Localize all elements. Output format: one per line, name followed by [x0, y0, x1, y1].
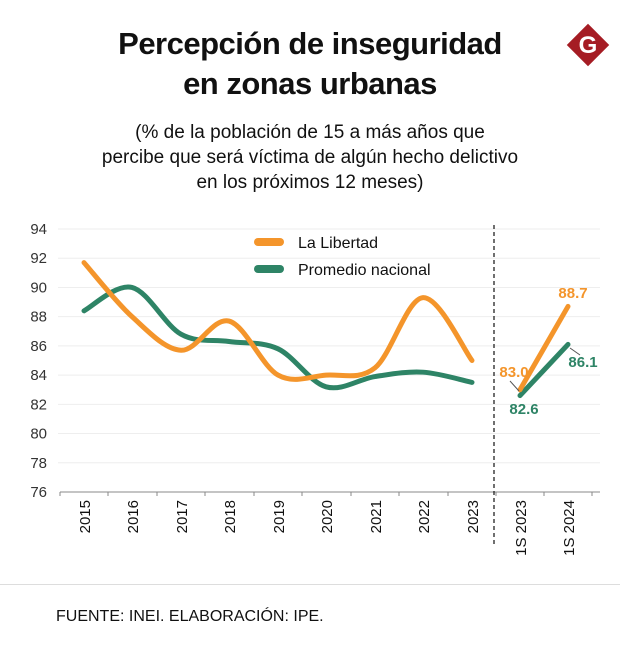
- x-tick-label: 1S 2024: [561, 500, 578, 556]
- title-line-2: en zonas urbanas: [183, 66, 437, 101]
- x-tick-label: 2023: [465, 500, 482, 533]
- series-line-libertad-semester: [517, 303, 571, 393]
- x-tick-label: 2021: [368, 500, 385, 533]
- gestion-logo-icon: G: [566, 23, 610, 67]
- x-tick-label: 2016: [125, 500, 142, 533]
- y-tick-label: 84: [30, 367, 47, 384]
- y-tick-label: 76: [30, 484, 47, 501]
- y-tick-label: 88: [30, 309, 47, 326]
- y-tick-label: 92: [30, 250, 47, 267]
- data-label: 86.1: [568, 354, 597, 371]
- line-chart: 94 92 90 88 86 84 82 80 78 76 2015 2016 2017 2018 2019…: [30, 221, 600, 556]
- x-tick-label: 2017: [174, 500, 191, 533]
- x-tick-label: 2022: [416, 500, 433, 533]
- data-label: 88.7: [558, 285, 587, 302]
- x-tick-label: 2020: [319, 500, 336, 533]
- series-line-nacional-semester: [517, 341, 571, 399]
- y-tick-label: 80: [30, 426, 47, 443]
- y-tick-label: 78: [30, 455, 47, 472]
- leader-line: [569, 347, 581, 356]
- divider: [0, 584, 620, 585]
- x-tick-label: 2018: [222, 500, 239, 533]
- x-tick-label: 1S 2023: [513, 500, 530, 556]
- legend-label: La Libertad: [298, 235, 378, 252]
- svg-text:G: G: [579, 32, 598, 59]
- y-tick-label: 86: [30, 338, 47, 355]
- data-label: 83.0: [499, 364, 528, 381]
- x-tick-label: 2019: [271, 500, 288, 533]
- data-label: 82.6: [509, 401, 538, 418]
- legend-label: Promedio nacional: [298, 262, 431, 279]
- y-tick-label: 90: [30, 279, 47, 296]
- y-tick-label: 82: [30, 396, 47, 413]
- series-line-nacional: [81, 284, 475, 391]
- subtitle-line-1: (% de la población de 15 a más años que: [135, 122, 485, 143]
- source-note: FUENTE: INEI. ELABORACIÓN: IPE.: [56, 608, 324, 625]
- leader-line: [509, 380, 520, 392]
- subtitle-line-3: en los próximos 12 meses): [196, 172, 424, 193]
- series-line-libertad: [81, 260, 475, 382]
- title-line-1: Percepción de inseguridad: [118, 26, 502, 61]
- y-tick-label: 94: [30, 221, 47, 238]
- chart-title: Percepción de inseguridad en zonas urban…: [0, 24, 620, 104]
- x-tick-label: 2015: [77, 500, 94, 533]
- chart-subtitle: (% de la población de 15 a más años que …: [0, 120, 620, 195]
- subtitle-line-2: percibe que será víctima de algún hecho …: [101, 147, 519, 168]
